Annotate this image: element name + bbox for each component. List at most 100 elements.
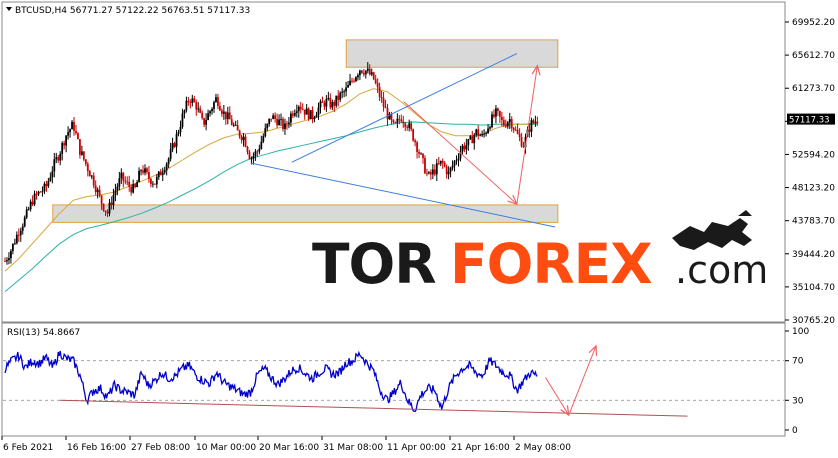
candle-body <box>98 189 101 196</box>
candle-body <box>416 142 418 152</box>
candle-body <box>150 178 152 184</box>
candle-body <box>345 87 347 92</box>
candle-body <box>262 136 265 142</box>
candle-body <box>118 178 121 187</box>
candle-body <box>289 113 292 123</box>
candle-body <box>71 121 73 130</box>
y-tick-label: 65612.70 <box>792 51 835 61</box>
candle-body <box>457 158 460 161</box>
moving-averages <box>4 88 538 292</box>
sma-fast-line <box>4 88 538 272</box>
candle-body <box>426 173 428 175</box>
candle-body <box>4 261 6 262</box>
candle-body <box>94 185 97 193</box>
candle-body <box>163 170 166 173</box>
candle-body <box>309 110 312 120</box>
candle-body <box>232 124 235 126</box>
candle-body <box>335 95 338 106</box>
candle-body <box>47 180 50 187</box>
bull-bear-icon <box>672 210 752 250</box>
y-tick-label: 48123.20 <box>792 184 835 194</box>
y-tick-label: 30765.20 <box>792 316 835 326</box>
candle-body <box>215 97 217 103</box>
rsi-y-tick-label: 100 <box>792 327 809 337</box>
candle-body <box>108 202 111 214</box>
candle-body <box>165 163 168 171</box>
candle-body <box>90 175 93 177</box>
resistance-zone <box>345 39 559 68</box>
candle-body <box>493 114 495 117</box>
candle-body <box>313 117 316 119</box>
candle-body <box>339 92 342 100</box>
candle-body <box>506 122 509 127</box>
candle-body <box>532 120 535 123</box>
logo-text-tor: TOR <box>312 232 436 296</box>
candle-body <box>349 80 351 86</box>
candle-body <box>183 110 186 114</box>
candle-body <box>362 72 365 75</box>
x-axis: 6 Feb 2021 16 Feb 16:00 27 Feb 08:00 10 Mar… <box>1 436 571 453</box>
candle-body <box>49 177 52 181</box>
candle-body <box>288 122 290 125</box>
candle-body <box>80 151 83 155</box>
candle-body <box>242 136 245 141</box>
candle-body <box>27 209 30 210</box>
candle-body <box>102 203 105 211</box>
candle-body <box>404 123 407 127</box>
x-tick-label: 11 Apr 00:00 <box>387 443 446 453</box>
candle-body <box>291 113 294 116</box>
candle-body <box>394 122 397 124</box>
price-chart-title: BTCUSD,H4 56771.27 57122.22 56763.51 571… <box>15 6 250 16</box>
logo-text-com: .com <box>675 248 768 292</box>
candle-body <box>159 171 162 176</box>
rsi-levels <box>3 360 784 401</box>
candle-body <box>500 116 503 121</box>
candle-body <box>173 143 176 147</box>
candle-body <box>449 167 452 172</box>
rsi-y-tick-label: 70 <box>792 357 804 367</box>
candle-body <box>278 119 280 126</box>
y-tick-label: 69952.20 <box>792 18 835 28</box>
x-tick-label: 2 May 08:00 <box>515 443 571 453</box>
x-tick-label: 21 Apr 16:00 <box>451 443 510 453</box>
candle-body <box>100 195 103 204</box>
candle-body <box>55 157 58 160</box>
candle-body <box>104 210 107 212</box>
candle-body <box>528 129 531 132</box>
candle-body <box>201 112 204 119</box>
rsi-y-tick-label: 30 <box>792 396 804 406</box>
candle-body <box>360 70 363 73</box>
svg-text:57117.33: 57117.33 <box>789 116 830 126</box>
candle-body <box>372 72 375 80</box>
candle-body <box>175 134 178 147</box>
upper-channel-line <box>291 53 518 163</box>
candle-body <box>437 163 440 165</box>
candle-body <box>398 118 401 120</box>
y-tick-label: 43783.70 <box>792 217 835 227</box>
candle-body <box>368 68 371 75</box>
candle-body <box>224 111 227 120</box>
dropdown-triangle-icon[interactable] <box>6 7 12 11</box>
candle-body <box>177 132 180 135</box>
candle-body <box>465 145 468 150</box>
candle-body <box>475 129 478 136</box>
candle-body <box>319 101 322 108</box>
candle-body <box>122 172 125 181</box>
candle-body <box>128 181 131 187</box>
y-tick-label: 52594.20 <box>792 150 835 160</box>
candle-body <box>435 163 438 175</box>
candle-body <box>351 80 353 82</box>
candle-body <box>429 172 432 175</box>
candle-body <box>138 170 140 183</box>
candle-body <box>485 132 487 134</box>
candle-body <box>504 125 507 127</box>
candle-body <box>376 83 379 88</box>
candle-body <box>274 115 277 119</box>
candle-body <box>524 136 527 148</box>
candle-body <box>67 132 69 136</box>
candle-body <box>299 106 302 110</box>
candle-body <box>179 126 182 133</box>
candle-body <box>13 243 16 245</box>
candle-body <box>276 118 278 126</box>
candle-body <box>110 202 113 205</box>
